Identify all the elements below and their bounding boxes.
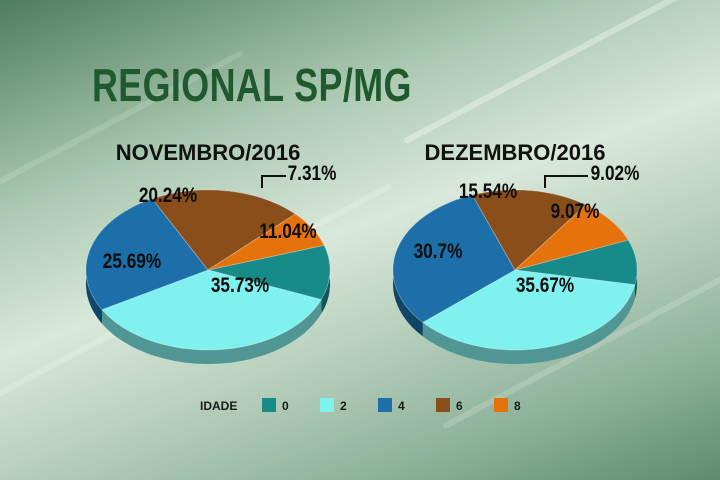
data-label: 20.24% xyxy=(139,185,197,208)
pie-title: NOVEMBRO/2016 xyxy=(116,140,301,165)
legend-item: 2 xyxy=(340,399,347,413)
data-label: 15.54% xyxy=(459,181,517,204)
pie-slice-0 xyxy=(207,244,331,301)
legend-swatch xyxy=(378,398,392,412)
data-label: 25.69% xyxy=(103,251,161,274)
legend-swatch xyxy=(320,398,334,412)
pie-chart-november: NOVEMBRO/2016 11.04% 35.73% 25.69% 20.24% 7.3… xyxy=(85,140,337,364)
legend-item: 4 xyxy=(398,399,405,413)
pie-slice-2 xyxy=(421,269,636,351)
pie-slice-side xyxy=(422,284,635,364)
data-label: 9.02% xyxy=(591,163,640,186)
data-label: 9.07% xyxy=(551,201,600,224)
legend-swatch xyxy=(262,398,276,412)
legend-item: 0 xyxy=(282,399,289,413)
data-label: 11.04% xyxy=(259,221,316,244)
legend-label: IDADE xyxy=(200,399,237,413)
legend-item: 6 xyxy=(456,399,463,413)
pie-slice-0 xyxy=(514,239,638,286)
legend: IDADE 0 2 4 6 8 xyxy=(200,398,521,413)
legend-item: 8 xyxy=(514,399,521,413)
callout-line xyxy=(544,175,588,188)
pie-slice-8 xyxy=(207,213,325,271)
pie-title: DEZEMBRO/2016 xyxy=(425,140,606,165)
data-label: 30.7% xyxy=(414,241,463,264)
chart-title: REGIONAL SP/MG xyxy=(92,59,412,111)
pie-slice-6 xyxy=(151,189,297,271)
pie-slice-4 xyxy=(85,198,209,311)
data-label: 35.67% xyxy=(516,275,574,298)
pie-slice-6 xyxy=(471,189,587,271)
legend-swatch xyxy=(494,398,508,412)
data-label: 35.73% xyxy=(211,275,269,298)
pie-chart-december: DEZEMBRO/2016 9.07% 35.67% 30.7% 15.54% 9.02% xyxy=(392,140,640,364)
pie-slice-8 xyxy=(514,204,629,271)
callout-line xyxy=(261,175,286,188)
legend-swatch xyxy=(436,398,450,412)
pie-slice-4 xyxy=(392,194,516,323)
pie-slice-side xyxy=(102,299,322,364)
data-label: 7.31% xyxy=(288,163,337,186)
pie-slice-2 xyxy=(101,269,323,351)
